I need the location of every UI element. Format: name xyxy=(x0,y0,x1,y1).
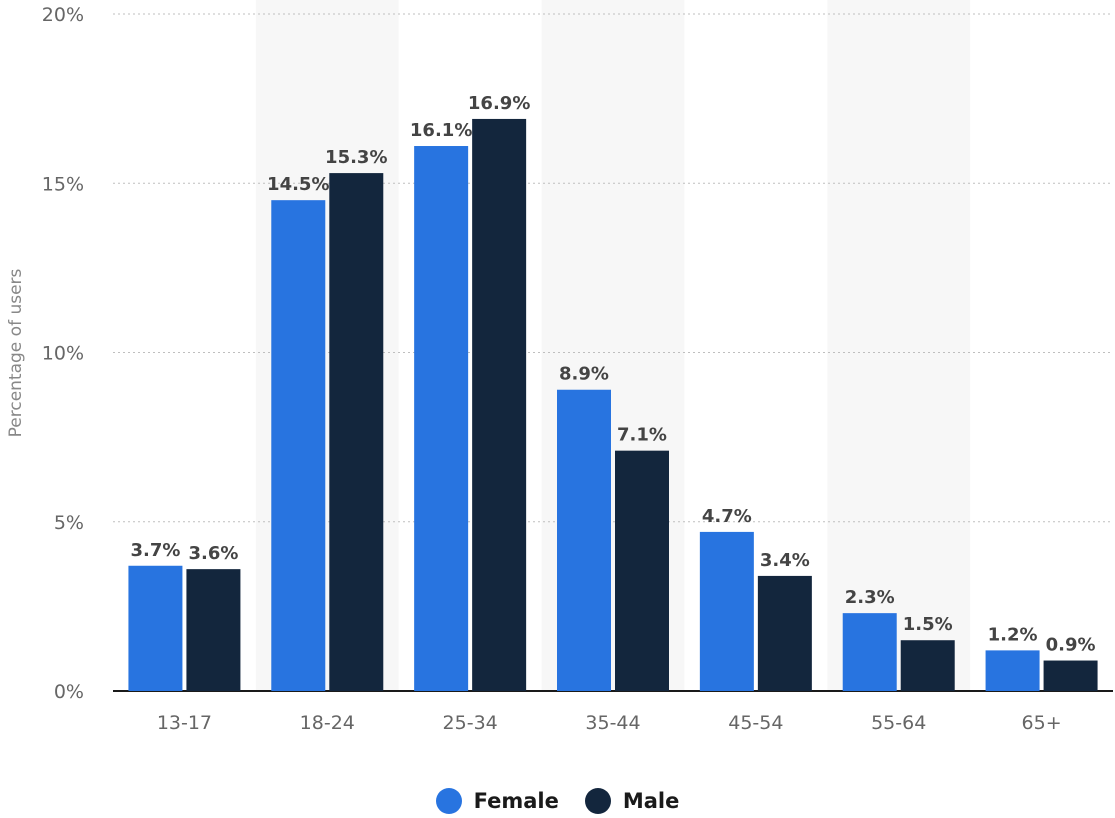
x-tick-label: 65+ xyxy=(1022,712,1062,734)
data-label: 7.1% xyxy=(617,425,667,446)
legend-swatch-male xyxy=(584,788,611,814)
bar-female[interactable] xyxy=(271,200,326,692)
y-axis-label: Percentage of users xyxy=(6,268,26,437)
bar-male[interactable] xyxy=(472,118,527,691)
x-tick-label: 25-34 xyxy=(443,712,498,734)
data-label: 4.7% xyxy=(702,506,752,527)
data-label: 3.7% xyxy=(130,540,180,561)
y-tick-label: 20% xyxy=(42,4,84,26)
data-label: 3.6% xyxy=(188,543,238,564)
legend-item-male[interactable]: Male xyxy=(584,788,680,814)
category-band xyxy=(827,0,971,691)
data-label: 2.3% xyxy=(845,587,895,608)
x-tick-label: 35-44 xyxy=(585,712,640,734)
data-label: 0.9% xyxy=(1046,635,1096,656)
bar-male[interactable] xyxy=(329,173,384,692)
bar-female[interactable] xyxy=(985,650,1040,691)
legend-label-female: Female xyxy=(473,789,559,813)
x-tick-label: 55-64 xyxy=(871,712,926,734)
data-label: 1.5% xyxy=(903,614,953,635)
bar-female[interactable] xyxy=(842,613,897,691)
x-tick-label: 18-24 xyxy=(300,712,355,734)
x-tick-label: 13-17 xyxy=(157,712,212,734)
legend-label-male: Male xyxy=(622,789,680,813)
data-label: 1.2% xyxy=(988,624,1038,645)
x-tick-label: 45-54 xyxy=(728,712,783,734)
bar-male[interactable] xyxy=(615,450,669,691)
y-tick-label: 0% xyxy=(54,681,84,703)
bar-female[interactable] xyxy=(699,531,754,691)
bar-female[interactable] xyxy=(128,565,183,691)
legend-swatch-female xyxy=(435,788,462,814)
bar-male[interactable] xyxy=(186,569,241,691)
y-tick-label: 15% xyxy=(42,173,84,195)
data-label: 3.4% xyxy=(760,550,810,571)
data-label: 16.9% xyxy=(468,93,530,114)
bar-female[interactable] xyxy=(414,146,469,691)
data-label: 14.5% xyxy=(267,174,329,195)
legend-item-female[interactable]: Female xyxy=(435,788,559,814)
y-tick-label: 5% xyxy=(54,512,84,534)
bar-male[interactable] xyxy=(900,640,955,691)
bar-female[interactable] xyxy=(557,389,611,691)
bar-male[interactable] xyxy=(757,575,812,691)
y-tick-label: 10% xyxy=(42,343,84,365)
data-label: 16.1% xyxy=(410,120,472,141)
bar-male[interactable] xyxy=(1043,660,1098,691)
data-label: 8.9% xyxy=(559,364,609,385)
chart-legend: Female Male xyxy=(0,784,1115,818)
data-label: 15.3% xyxy=(325,147,387,168)
